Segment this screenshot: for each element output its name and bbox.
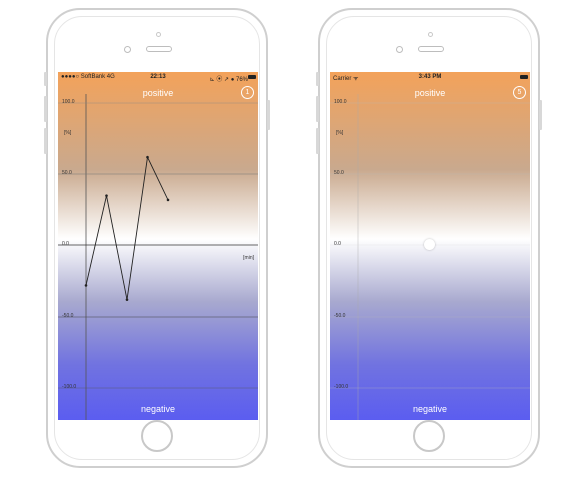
data-point — [146, 155, 149, 159]
status-bar: Carrier ᯤ 3:43 PM — [330, 74, 530, 84]
phone-right: Carrier ᯤ 3:43 PM positive 5 [%] 100.0 5… — [316, 8, 542, 468]
tick-label-100: 100.0 — [334, 99, 347, 105]
negative-label: negative — [140, 404, 176, 414]
count-badge[interactable]: 1 — [241, 86, 254, 99]
data-point — [105, 194, 108, 197]
emotion-chart — [58, 94, 258, 420]
speaker-grille — [146, 46, 172, 52]
phone-left: ●●●●○ SoftBank 4G 22:13 ⊾ ⦿ ↗ ● 76% posi… — [44, 8, 270, 468]
count-badge[interactable]: 5 — [513, 86, 526, 99]
negative-label: negative — [412, 404, 448, 414]
tick-label-0: 0.0 — [62, 241, 69, 247]
tick-label-100: 100.0 — [62, 99, 75, 105]
app-screen[interactable]: Carrier ᯤ 3:43 PM positive 5 [%] 100.0 5… — [330, 72, 530, 420]
sensor-icon — [156, 32, 161, 37]
carrier-text: Carrier ᯤ — [333, 76, 359, 82]
battery-icon — [520, 75, 528, 79]
tick-label-minus-100: -100.0 — [334, 384, 349, 390]
data-point — [84, 284, 88, 287]
tick-label-0: 0.0 — [334, 241, 341, 247]
emotion-chart — [330, 94, 530, 420]
tick-label-50: 50.0 — [334, 170, 344, 176]
mute-switch — [316, 72, 319, 86]
clock-text: 3:43 PM — [418, 74, 442, 80]
mute-switch — [44, 72, 47, 86]
volume-up-button — [44, 96, 47, 122]
data-point — [125, 298, 129, 301]
x-unit-label: [min] — [243, 255, 254, 261]
series-line — [85, 155, 169, 300]
camera-icon — [124, 46, 131, 53]
battery-icon — [248, 75, 256, 79]
tick-label-minus-100: -100.0 — [62, 384, 77, 390]
positive-label: positive — [414, 88, 446, 98]
home-button[interactable] — [141, 420, 173, 452]
y-unit-label: [%] — [336, 130, 344, 136]
tick-label-50: 50.0 — [62, 170, 72, 176]
drag-knob[interactable] — [424, 239, 435, 250]
volume-down-button — [44, 128, 47, 154]
tick-label-minus-50: -50.0 — [62, 313, 74, 319]
data-point — [166, 198, 170, 202]
carrier-text: ●●●●○ SoftBank 4G — [61, 74, 115, 80]
status-right-text: ⊾ ⦿ ↗ ● 76% — [209, 77, 248, 83]
app-screen[interactable]: ●●●●○ SoftBank 4G 22:13 ⊾ ⦿ ↗ ● 76% posi… — [58, 72, 258, 420]
speaker-grille — [418, 46, 444, 52]
volume-up-button — [316, 96, 319, 122]
power-button — [539, 100, 542, 130]
status-bar: ●●●●○ SoftBank 4G 22:13 ⊾ ⦿ ↗ ● 76% — [58, 74, 258, 84]
power-button — [267, 100, 270, 130]
clock-text: 22:13 — [150, 74, 166, 80]
home-button[interactable] — [413, 420, 445, 452]
volume-down-button — [316, 128, 319, 154]
sensor-icon — [428, 32, 433, 37]
positive-label: positive — [142, 88, 174, 98]
camera-icon — [396, 46, 403, 53]
y-unit-label: [%] — [64, 130, 72, 136]
tick-label-minus-50: -50.0 — [334, 313, 346, 319]
